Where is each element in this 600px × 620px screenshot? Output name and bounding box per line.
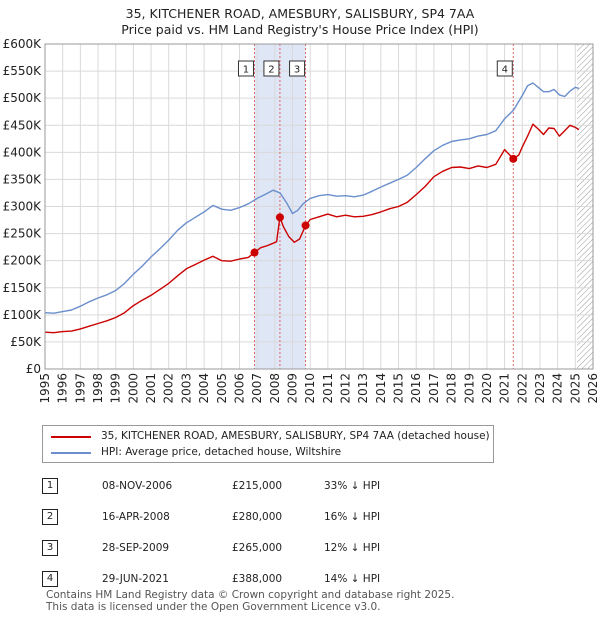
sale-date: 29-JUN-2021	[102, 572, 169, 585]
chart-title-address: 35, KITCHENER ROAD, AMESBURY, SALISBURY,…	[125, 6, 475, 21]
x-tick-label: 2020	[480, 373, 494, 404]
sales-table: 1 08-NOV-2006 £215,000 33% ↓ HPI 2 16-AP…	[42, 470, 380, 594]
sale-price: £265,000	[232, 541, 283, 554]
chart-title-subtitle: Price paid vs. HM Land Registry's House …	[121, 22, 479, 37]
legend-swatch-property	[51, 436, 91, 438]
x-tick-label: 2005	[215, 373, 229, 404]
sale-label-number: 4	[502, 65, 508, 76]
sale-date: 16-APR-2008	[102, 510, 170, 523]
sale-date: 28-SEP-2009	[102, 541, 170, 554]
sale-price: £388,000	[232, 572, 283, 585]
sale-label-number: 1	[243, 65, 249, 76]
x-tick-label: 2014	[374, 373, 388, 404]
x-tick-label: 2003	[179, 373, 193, 404]
x-tick-label: 2021	[498, 373, 512, 404]
sale-hpi-diff: 33% ↓ HPI	[324, 479, 381, 492]
y-tick-label: £0	[26, 362, 41, 376]
x-tick-label: 2001	[144, 373, 158, 404]
legend-label-property: 35, KITCHENER ROAD, AMESBURY, SALISBURY,…	[101, 430, 490, 442]
x-tick-label: 2018	[445, 373, 459, 404]
y-tick-label: £500K	[3, 91, 43, 105]
price-chart: 1 2 3 4 £0 £50K £100K £150K £200K £250K £300K £350…	[3, 37, 600, 404]
chart-legend: 35, KITCHENER ROAD, AMESBURY, SALISBURY,…	[42, 425, 494, 463]
x-tick-label: 2015	[392, 373, 406, 404]
sale-number-badge: 4	[42, 570, 58, 587]
sale-point	[275, 213, 284, 222]
x-tick-label: 2019	[462, 373, 476, 404]
y-tick-label: £50K	[10, 335, 42, 349]
x-tick-label: 2004	[197, 373, 211, 404]
sale-point	[301, 221, 310, 230]
legend-label-hpi: HPI: Average price, detached house, Wilt…	[101, 446, 342, 458]
sale-price: £215,000	[232, 479, 283, 492]
sale-label-box	[237, 60, 254, 77]
x-tick-label: 2022	[515, 373, 529, 404]
x-tick-label: 2007	[250, 373, 264, 404]
sale-label-box	[496, 60, 513, 77]
y-tick-label: £350K	[3, 172, 43, 186]
sale-hpi-diff: 14% ↓ HPI	[324, 572, 381, 585]
y-tick-label: £550K	[3, 64, 43, 78]
x-tick-label: 2010	[303, 373, 317, 404]
y-tick-label: £150K	[3, 281, 43, 295]
sale-hpi-diff: 12% ↓ HPI	[324, 541, 381, 554]
x-tick-label: 2011	[321, 373, 335, 404]
sale-number-badge: 2	[42, 508, 58, 525]
hpi-series-line	[44, 82, 580, 314]
sale-date: 08-NOV-2006	[102, 479, 173, 492]
x-tick-label: 1998	[91, 373, 105, 404]
x-tick-label: 2009	[285, 373, 299, 404]
x-tick-label: 2012	[339, 373, 353, 404]
sale-label-number: 3	[294, 65, 300, 76]
x-tick-label: 2008	[268, 373, 282, 404]
plot-frame	[44, 43, 594, 370]
x-tick-label: 2017	[427, 373, 441, 404]
footer-licence: This data is licensed under the Open Gov…	[46, 601, 381, 613]
y-tick-label: £400K	[3, 145, 43, 159]
y-tick-label: £100K	[3, 308, 43, 322]
table-row: 2 16-APR-2008 £280,000 16% ↓ HPI	[42, 501, 380, 532]
table-row: 1 08-NOV-2006 £215,000 33% ↓ HPI	[42, 470, 380, 501]
sale-label-box	[263, 60, 280, 77]
sale-price: £280,000	[232, 510, 283, 523]
sale-number-badge: 3	[42, 539, 58, 556]
x-tick-label: 2006	[232, 373, 246, 404]
x-tick-label: 2023	[533, 373, 547, 404]
x-tick-label: 1995	[38, 373, 52, 404]
x-tick-label: 2026	[586, 373, 600, 404]
sale-label-box	[289, 60, 306, 77]
sale-number-badge: 1	[42, 477, 58, 494]
table-row: 4 29-JUN-2021 £388,000 14% ↓ HPI	[42, 563, 380, 594]
y-tick-label: £200K	[3, 254, 43, 268]
x-tick-label: 1999	[109, 373, 123, 404]
sale-point	[509, 154, 518, 163]
x-tick-label: 2024	[551, 373, 565, 404]
table-row: 3 28-SEP-2009 £265,000 12% ↓ HPI	[42, 532, 380, 563]
x-tick-label: 2013	[356, 373, 370, 404]
sale-label-number: 2	[268, 65, 274, 76]
property-series-line	[44, 123, 580, 334]
legend-swatch-hpi	[51, 452, 91, 454]
x-tick-label: 2002	[162, 373, 176, 404]
sale-hpi-diff: 16% ↓ HPI	[324, 510, 381, 523]
y-tick-label: £250K	[3, 227, 43, 241]
x-tick-label: 1996	[56, 373, 70, 404]
y-tick-label: £300K	[3, 200, 43, 214]
footer-copyright: Contains HM Land Registry data © Crown c…	[46, 589, 455, 601]
y-tick-label: £450K	[3, 118, 43, 132]
x-tick-label: 2000	[126, 373, 140, 404]
x-tick-label: 2016	[409, 373, 423, 404]
x-tick-label: 2025	[568, 373, 582, 404]
y-tick-label: £600K	[3, 37, 43, 51]
sale-point	[250, 248, 259, 257]
x-tick-label: 1997	[73, 373, 87, 404]
